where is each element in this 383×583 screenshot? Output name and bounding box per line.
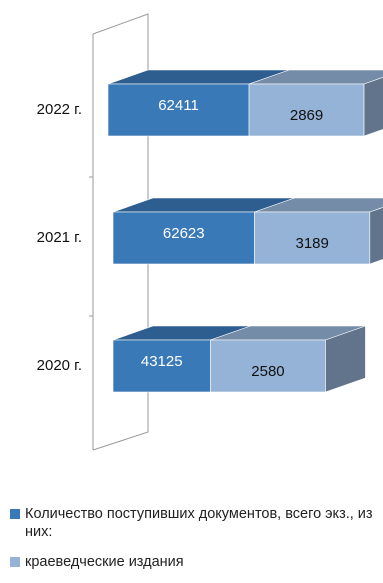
data-label-1-2: 2580 bbox=[251, 363, 284, 380]
legend-label-local: краеведческие издания bbox=[25, 554, 184, 570]
bar-side-0 bbox=[363, 77, 383, 137]
data-label-0-0: 62411 bbox=[158, 97, 199, 114]
data-label-0-1: 62623 bbox=[163, 225, 205, 242]
data-label-1-0: 2869 bbox=[290, 107, 323, 124]
legend-item-total: Количество поступивших документов, всего… bbox=[10, 505, 380, 541]
bar-side-1 bbox=[369, 207, 383, 265]
legend-label-total: Количество поступивших документов, всего… bbox=[25, 506, 373, 540]
bar-side-2 bbox=[325, 325, 366, 393]
legend-swatch-local bbox=[10, 557, 20, 567]
bar-1-0 bbox=[248, 83, 365, 137]
category-label-0: 2022 г. bbox=[37, 101, 82, 118]
legend: Количество поступивших документов, всего… bbox=[10, 505, 380, 583]
bar-0-1 bbox=[112, 211, 255, 265]
data-label-1-1: 3189 bbox=[295, 235, 328, 252]
category-label-1: 2021 г. bbox=[37, 229, 82, 246]
legend-item-local: краеведческие издания bbox=[10, 553, 380, 571]
legend-swatch-total bbox=[10, 509, 20, 519]
bar-1-2 bbox=[210, 339, 326, 393]
bar-1-1 bbox=[254, 211, 371, 265]
category-label-2: 2020 г. bbox=[37, 357, 82, 374]
bar-0-2 bbox=[112, 339, 211, 393]
data-label-0-2: 43125 bbox=[141, 353, 183, 370]
